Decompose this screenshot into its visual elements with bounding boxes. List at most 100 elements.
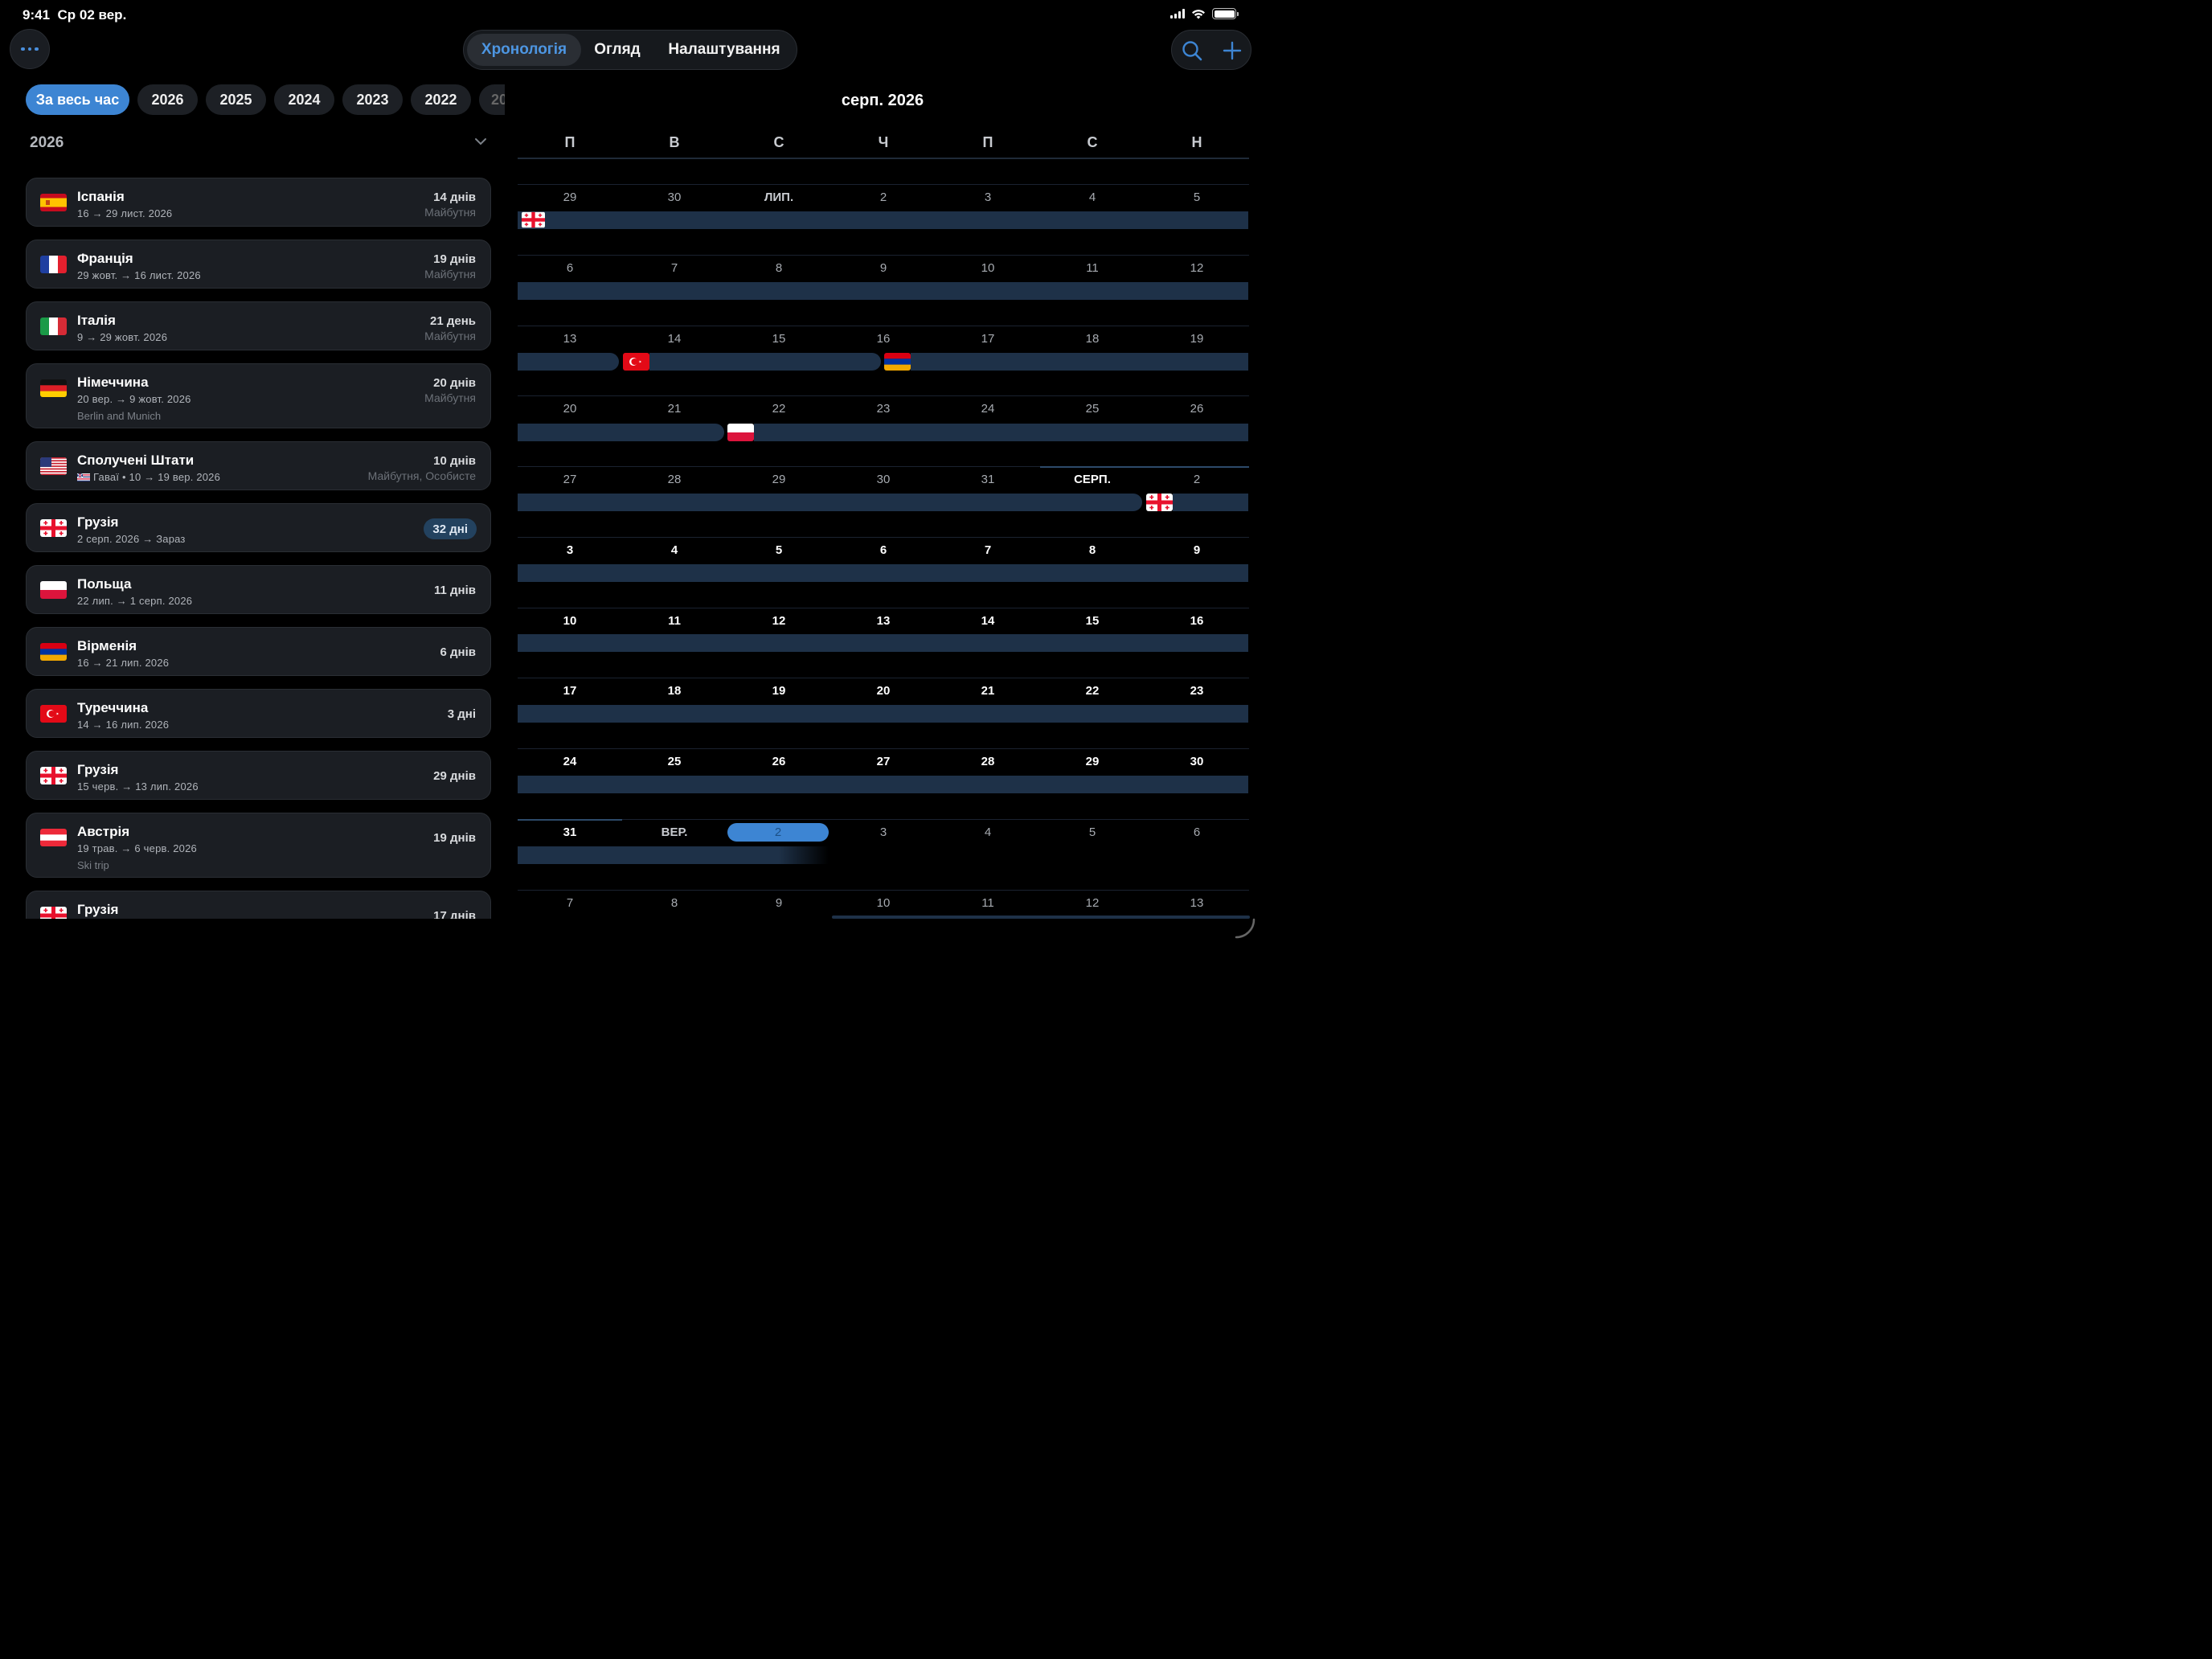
calendar-day[interactable]: 29 <box>1085 755 1100 768</box>
trip-card-georgia-older[interactable]: Грузія 17 днів <box>26 891 491 919</box>
calendar-day[interactable]: 31 <box>563 825 577 839</box>
calendar-day[interactable]: 4 <box>984 825 992 839</box>
calendar-day[interactable]: 8 <box>1088 543 1096 557</box>
trip-card-spain[interactable]: Іспанія 16 → 29 лист. 2026 14 днів Майбу… <box>26 178 491 227</box>
chip-2024[interactable]: 2024 <box>274 84 334 115</box>
calendar-day[interactable]: 9 <box>1193 543 1201 557</box>
calendar-day[interactable]: 13 <box>563 332 577 346</box>
calendar-day[interactable]: 28 <box>981 755 995 768</box>
calendar-day[interactable]: 4 <box>1088 190 1096 204</box>
chip-partial[interactable]: 20 <box>479 84 505 115</box>
calendar-day[interactable]: 12 <box>1085 896 1100 910</box>
stay-bar[interactable] <box>518 564 1248 582</box>
calendar-day[interactable]: 10 <box>876 896 891 910</box>
calendar-day[interactable]: 3 <box>984 190 992 204</box>
calendar-day[interactable]: 2 <box>1193 473 1201 486</box>
trip-card-armenia[interactable]: Вірменія 16 → 21 лип. 2026 6 днів <box>26 627 491 676</box>
calendar-day[interactable]: 21 <box>667 402 682 416</box>
calendar-day[interactable]: ВЕР. <box>661 825 688 839</box>
calendar-day[interactable]: 15 <box>772 332 786 346</box>
stay-bar[interactable] <box>518 776 1248 793</box>
calendar-day[interactable]: 30 <box>876 473 891 486</box>
stay-bar-usa[interactable] <box>832 916 1250 919</box>
calendar-day[interactable]: 18 <box>667 684 682 698</box>
stay-bar-poland[interactable] <box>754 424 1248 441</box>
stay-bar-georgia-june[interactable] <box>518 211 1248 229</box>
calendar-day[interactable]: 22 <box>772 402 786 416</box>
calendar-day[interactable]: 29 <box>772 473 786 486</box>
calendar-day[interactable]: 6 <box>1193 825 1201 839</box>
calendar-day[interactable]: 30 <box>667 190 682 204</box>
calendar-day[interactable]: 11 <box>981 896 994 910</box>
calendar-day[interactable]: 14 <box>667 332 682 346</box>
trip-card-italy[interactable]: Італія 9 → 29 жовт. 2026 21 день Майбутн… <box>26 301 491 350</box>
calendar-day[interactable]: 13 <box>876 614 891 628</box>
chip-2022[interactable]: 2022 <box>411 84 471 115</box>
calendar-day[interactable]: 7 <box>984 543 992 557</box>
trip-card-usa[interactable]: Сполучені Штати Гаваї • 10 → 19 вер. 202… <box>26 441 491 490</box>
calendar-day[interactable]: 24 <box>563 755 577 768</box>
calendar-day[interactable]: 10 <box>981 261 995 275</box>
calendar-day[interactable]: 8 <box>670 896 678 910</box>
stay-bar[interactable] <box>518 494 1142 511</box>
calendar-day[interactable]: 25 <box>667 755 682 768</box>
calendar-day[interactable]: 6 <box>566 261 574 275</box>
calendar-day[interactable]: 9 <box>879 261 887 275</box>
calendar-day[interactable]: 14 <box>981 614 995 628</box>
calendar-day[interactable]: 6 <box>879 543 887 557</box>
today-marker[interactable]: 2 <box>727 823 829 842</box>
search-button[interactable] <box>1172 31 1212 71</box>
calendar-day[interactable]: 24 <box>981 402 995 416</box>
stay-bar[interactable] <box>518 282 1248 300</box>
calendar-day[interactable]: 12 <box>1190 261 1204 275</box>
calendar-day[interactable]: 12 <box>772 614 786 628</box>
calendar-day[interactable]: 26 <box>772 755 786 768</box>
chip-2025[interactable]: 2025 <box>206 84 266 115</box>
calendar-day[interactable]: 20 <box>563 402 577 416</box>
stay-bar-armenia[interactable] <box>911 353 1248 371</box>
trip-card-georgia[interactable]: Грузія 15 черв. → 13 лип. 2026 29 днів <box>26 751 491 800</box>
trip-card-france[interactable]: Франція 29 жовт. → 16 лист. 2026 19 днів… <box>26 240 491 289</box>
calendar-day[interactable]: 4 <box>670 543 678 557</box>
trip-card-austria[interactable]: Австрія 19 трав. → 6 черв. 2026 Ski trip… <box>26 813 491 878</box>
stay-bar-turkey[interactable] <box>649 353 881 371</box>
stay-bar-georgia-current[interactable] <box>1173 494 1248 511</box>
trip-card-georgia-current[interactable]: Грузія 2 серп. 2026 → Зараз 32 дні <box>26 503 491 552</box>
calendar-day[interactable]: 27 <box>563 473 577 486</box>
calendar-day[interactable]: 3 <box>879 825 887 839</box>
calendar-day[interactable]: 10 <box>563 614 577 628</box>
calendar-day[interactable]: 19 <box>772 684 786 698</box>
calendar-day[interactable]: 17 <box>981 332 995 346</box>
trip-card-turkey[interactable]: Туреччина 14 → 16 лип. 2026 3 дні <box>26 689 491 738</box>
calendar-day[interactable]: 23 <box>876 402 891 416</box>
calendar-day[interactable]: 7 <box>670 261 678 275</box>
chevron-down-icon[interactable] <box>474 137 487 146</box>
resize-handle-icon[interactable] <box>1235 918 1256 939</box>
calendar-day[interactable]: 13 <box>1190 896 1204 910</box>
stay-bar[interactable] <box>518 424 724 441</box>
calendar-day[interactable]: 17 <box>563 684 577 698</box>
trip-card-poland[interactable]: Польща 22 лип. → 1 серп. 2026 11 днів <box>26 565 491 614</box>
calendar-day[interactable]: 30 <box>1190 755 1204 768</box>
calendar-day[interactable]: 16 <box>1190 614 1204 628</box>
calendar-day[interactable]: 27 <box>876 755 891 768</box>
calendar-day[interactable]: 3 <box>566 543 574 557</box>
tab-settings[interactable]: Налаштування <box>668 41 780 58</box>
stay-bar[interactable] <box>518 353 619 371</box>
calendar-day[interactable]: 29 <box>563 190 577 204</box>
calendar-day[interactable]: 16 <box>876 332 891 346</box>
tab-overview[interactable]: Огляд <box>594 41 641 58</box>
chip-all-time[interactable]: За весь час <box>26 84 129 115</box>
calendar-day[interactable]: 21 <box>981 684 995 698</box>
calendar-day[interactable]: 31 <box>981 473 995 486</box>
calendar-day[interactable]: 8 <box>775 261 783 275</box>
calendar-day[interactable]: 22 <box>1085 684 1100 698</box>
calendar-day[interactable]: 9 <box>775 896 783 910</box>
trip-card-germany[interactable]: Німеччина 20 вер. → 9 жовт. 2026 Berlin … <box>26 363 491 428</box>
more-button[interactable] <box>10 29 50 69</box>
calendar-day[interactable]: 5 <box>1088 825 1096 839</box>
chip-2026[interactable]: 2026 <box>137 84 198 115</box>
calendar-day[interactable]: 23 <box>1190 684 1204 698</box>
tab-timeline[interactable]: Хронологія <box>467 34 581 66</box>
calendar-day[interactable]: 25 <box>1085 402 1100 416</box>
